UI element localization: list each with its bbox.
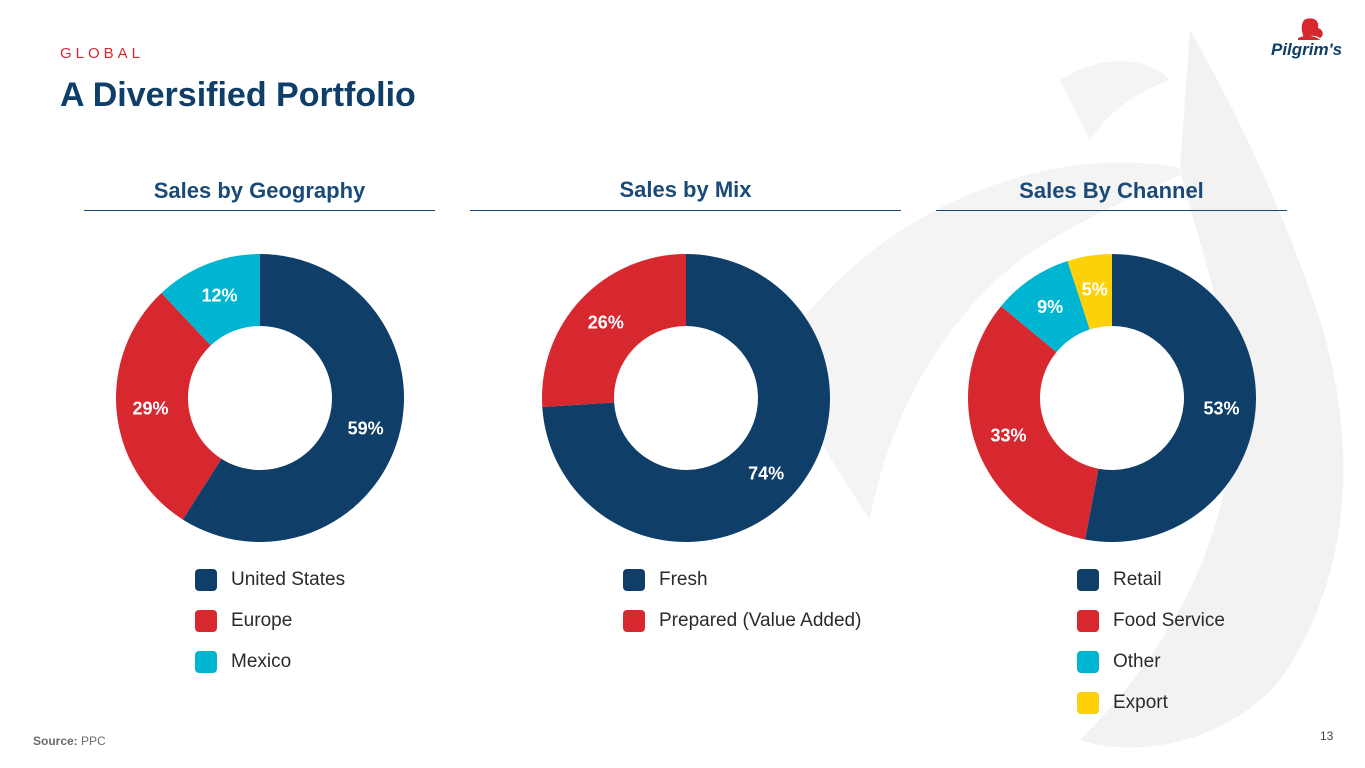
data-label-export: 5% (1082, 279, 1108, 299)
legend-item-export: Export (1077, 682, 1225, 723)
legend-item-europe: Europe (195, 600, 345, 641)
legend-channel: Retail Food Service Other Export (1077, 559, 1225, 723)
chart-title-channel: Sales By Channel (936, 170, 1287, 211)
watermark-graphic (780, 30, 1344, 748)
legend-swatch (623, 568, 645, 591)
legend-label: United States (231, 568, 346, 590)
slice-mexico (161, 254, 260, 346)
legend-swatch (1077, 650, 1099, 673)
data-label-mexico: 12% (201, 286, 237, 306)
data-label-food-service: 33% (990, 425, 1026, 445)
chart-title-geography: Sales by Geography (84, 170, 435, 211)
legend-label: Mexico (231, 650, 292, 672)
legend-item-other: Other (1077, 641, 1225, 682)
legend-label: Other (1113, 650, 1161, 672)
legend-swatch (195, 609, 217, 632)
panel-mix: Sales by Mix (470, 170, 901, 211)
legend-mix: Fresh Prepared (Value Added) (623, 559, 861, 641)
legend-label: Food Service (1113, 609, 1225, 631)
legend-swatch (1077, 568, 1099, 591)
data-label-europe: 29% (132, 398, 168, 418)
donut-chart-mix: 74% 26% (542, 254, 830, 542)
data-label-retail: 53% (1203, 398, 1239, 418)
data-label-other: 9% (1037, 297, 1063, 317)
legend-item-united-states: United States (195, 559, 345, 600)
page-title: A Diversified Portfolio (60, 76, 416, 114)
legend-label: Europe (231, 609, 293, 631)
legend-label: Prepared (Value Added) (659, 609, 862, 631)
data-label-prepared-value-added: 26% (588, 313, 624, 333)
data-label-united-states: 59% (348, 419, 384, 439)
slice-retail (1085, 254, 1256, 542)
legend-item-mexico: Mexico (195, 641, 345, 682)
slice-united-states (182, 254, 404, 542)
panel-channel: Sales By Channel (936, 170, 1287, 211)
legend-item-prepared-value-added: Prepared (Value Added) (623, 600, 861, 641)
donut-chart-geography: 59% 29% 12% (116, 254, 404, 542)
source-label: Source: (33, 734, 78, 748)
slice-other (1001, 261, 1090, 353)
slice-fresh (542, 254, 830, 542)
legend-label: Retail (1113, 568, 1162, 590)
slice-europe (116, 293, 222, 520)
data-label-fresh: 74% (748, 463, 784, 483)
source-note: Source: PPC (33, 734, 106, 748)
slice-prepared-value-added (542, 254, 686, 408)
eyebrow-label: GLOBAL (60, 45, 145, 62)
legend-item-fresh: Fresh (623, 559, 861, 600)
legend-label: Export (1113, 691, 1168, 713)
slice-food-service (968, 306, 1099, 540)
legend-swatch (1077, 609, 1099, 632)
donut-chart-channel: 53% 33% 9% 5% (968, 254, 1256, 542)
page-number: 13 (1320, 729, 1334, 743)
legend-swatch (1077, 691, 1099, 714)
legend-swatch (195, 568, 217, 591)
legend-label: Fresh (659, 568, 708, 590)
slice-export (1067, 254, 1112, 330)
source-value: PPC (81, 734, 106, 748)
legend-geography: United States Europe Mexico (195, 559, 345, 682)
chart-title-mix: Sales by Mix (470, 170, 901, 211)
legend-item-food-service: Food Service (1077, 600, 1225, 641)
panel-geography: Sales by Geography (84, 170, 435, 211)
logo-wordmark: Pilgrim's (1271, 40, 1343, 59)
legend-swatch (195, 650, 217, 673)
legend-item-retail: Retail (1077, 559, 1225, 600)
legend-swatch (623, 609, 645, 632)
pilgrims-logo (1298, 18, 1323, 40)
